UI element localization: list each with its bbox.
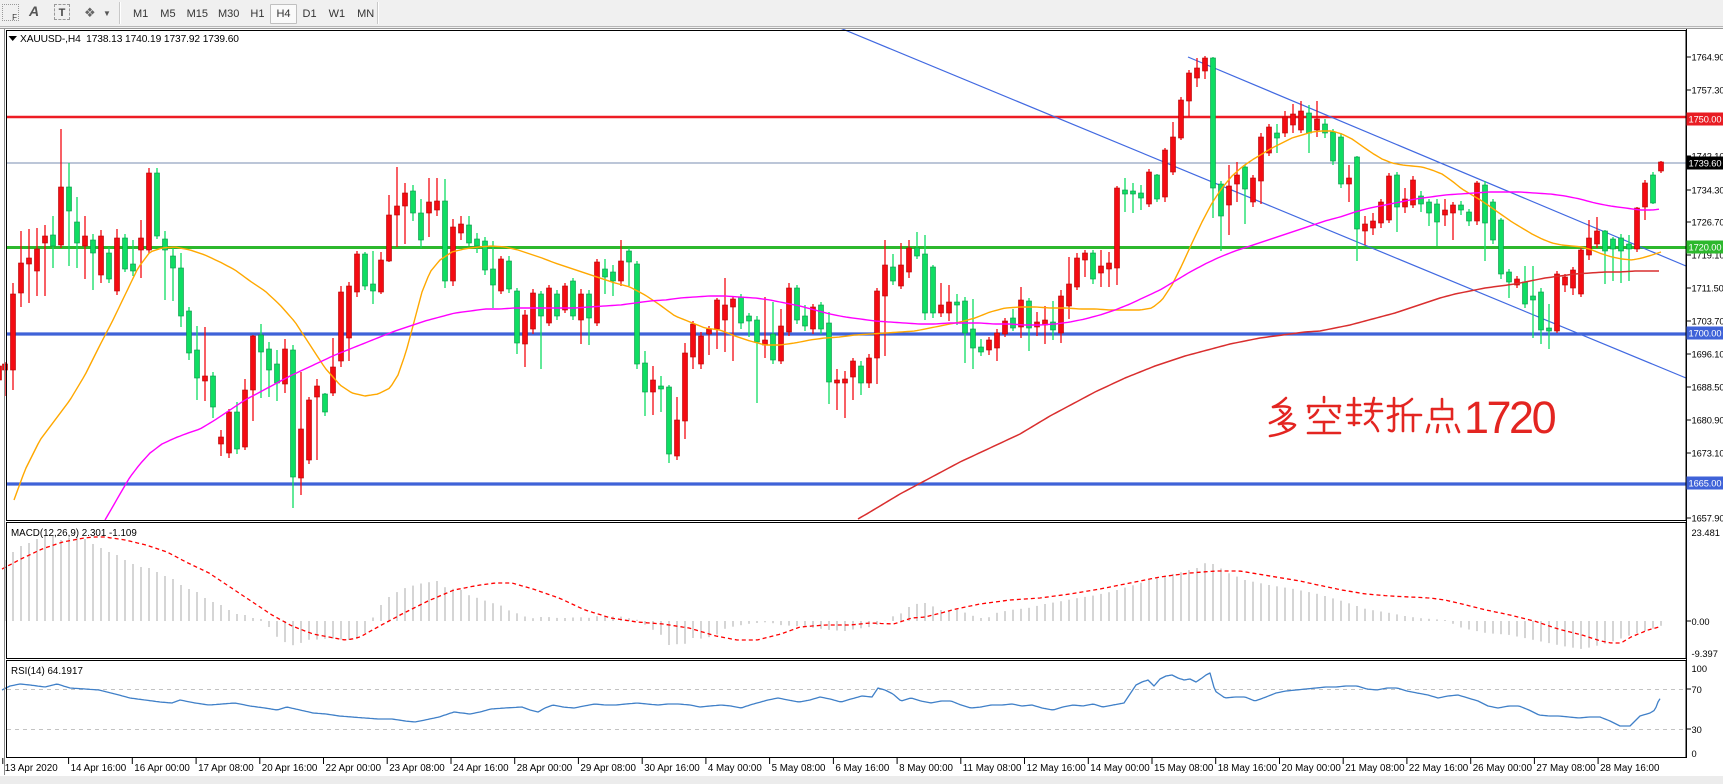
svg-text:23.481: 23.481 <box>1692 528 1720 538</box>
svg-text:RSI(14) 64.1917: RSI(14) 64.1917 <box>11 666 83 677</box>
svg-text:1757.30: 1757.30 <box>1692 86 1723 96</box>
svg-text:21 May 08:00: 21 May 08:00 <box>1345 763 1405 774</box>
svg-text:26 May 00:00: 26 May 00:00 <box>1473 763 1533 774</box>
svg-text:70: 70 <box>1692 685 1702 695</box>
svg-text:XAUUSD-,H4 1738.13 1740.19 17: XAUUSD-,H4 1738.13 1740.19 1737.92 1739.… <box>20 34 239 45</box>
svg-text:1700.00: 1700.00 <box>1689 329 1722 339</box>
svg-text:23 Apr 08:00: 23 Apr 08:00 <box>389 763 445 774</box>
svg-text:14 May 00:00: 14 May 00:00 <box>1090 763 1150 774</box>
svg-text:1726.70: 1726.70 <box>1692 218 1723 228</box>
svg-text:1764.90: 1764.90 <box>1692 53 1723 63</box>
svg-text:6 May 16:00: 6 May 16:00 <box>835 763 889 774</box>
svg-text:1739.60: 1739.60 <box>1689 159 1722 169</box>
svg-text:27 May 08:00: 27 May 08:00 <box>1536 763 1596 774</box>
svg-text:20 May 00:00: 20 May 00:00 <box>1282 763 1342 774</box>
svg-text:1680.90: 1680.90 <box>1692 416 1723 426</box>
svg-text:1720.00: 1720.00 <box>1689 243 1722 253</box>
svg-text:14 Apr 16:00: 14 Apr 16:00 <box>71 763 127 774</box>
svg-text:13 Apr 2020: 13 Apr 2020 <box>5 763 58 774</box>
svg-text:20 Apr 16:00: 20 Apr 16:00 <box>262 763 318 774</box>
svg-text:30 Apr 16:00: 30 Apr 16:00 <box>644 763 700 774</box>
svg-text:18 May 16:00: 18 May 16:00 <box>1218 763 1278 774</box>
svg-text:100: 100 <box>1692 664 1708 674</box>
svg-text:0.00: 0.00 <box>1692 617 1710 627</box>
svg-text:1657.90: 1657.90 <box>1692 514 1723 524</box>
svg-text:1696.10: 1696.10 <box>1692 350 1723 360</box>
svg-text:-9.397: -9.397 <box>1692 649 1718 659</box>
svg-text:22 May 16:00: 22 May 16:00 <box>1409 763 1469 774</box>
svg-text:28 Apr 00:00: 28 Apr 00:00 <box>517 763 573 774</box>
svg-text:MACD(12,26,9) 2.301 -1.109: MACD(12,26,9) 2.301 -1.109 <box>11 528 137 539</box>
svg-text:4 May 00:00: 4 May 00:00 <box>708 763 762 774</box>
svg-text:1673.10: 1673.10 <box>1692 449 1723 459</box>
svg-text:30: 30 <box>1692 725 1702 735</box>
svg-text:0: 0 <box>1692 749 1697 759</box>
svg-text:1720: 1720 <box>1464 392 1556 443</box>
svg-text:1703.70: 1703.70 <box>1692 317 1723 327</box>
svg-text:16 Apr 00:00: 16 Apr 00:00 <box>134 763 190 774</box>
svg-text:1734.30: 1734.30 <box>1692 186 1723 196</box>
svg-text:1750.00: 1750.00 <box>1689 115 1722 125</box>
svg-text:24 Apr 16:00: 24 Apr 16:00 <box>453 763 509 774</box>
svg-text:1711.50: 1711.50 <box>1692 284 1723 294</box>
svg-text:1688.50: 1688.50 <box>1692 383 1723 393</box>
svg-text:28 May 16:00: 28 May 16:00 <box>1600 763 1660 774</box>
svg-text:1719.10: 1719.10 <box>1692 251 1723 261</box>
svg-text:12 May 16:00: 12 May 16:00 <box>1027 763 1087 774</box>
svg-text:15 May 08:00: 15 May 08:00 <box>1154 763 1214 774</box>
svg-text:22 Apr 00:00: 22 Apr 00:00 <box>326 763 382 774</box>
svg-text:17 Apr 08:00: 17 Apr 08:00 <box>198 763 254 774</box>
svg-text:5 May 08:00: 5 May 08:00 <box>772 763 826 774</box>
svg-text:1665.00: 1665.00 <box>1689 479 1722 489</box>
svg-text:8 May 00:00: 8 May 00:00 <box>899 763 953 774</box>
svg-text:11 May 08:00: 11 May 08:00 <box>963 763 1022 774</box>
svg-text:29 Apr 08:00: 29 Apr 08:00 <box>580 763 636 774</box>
